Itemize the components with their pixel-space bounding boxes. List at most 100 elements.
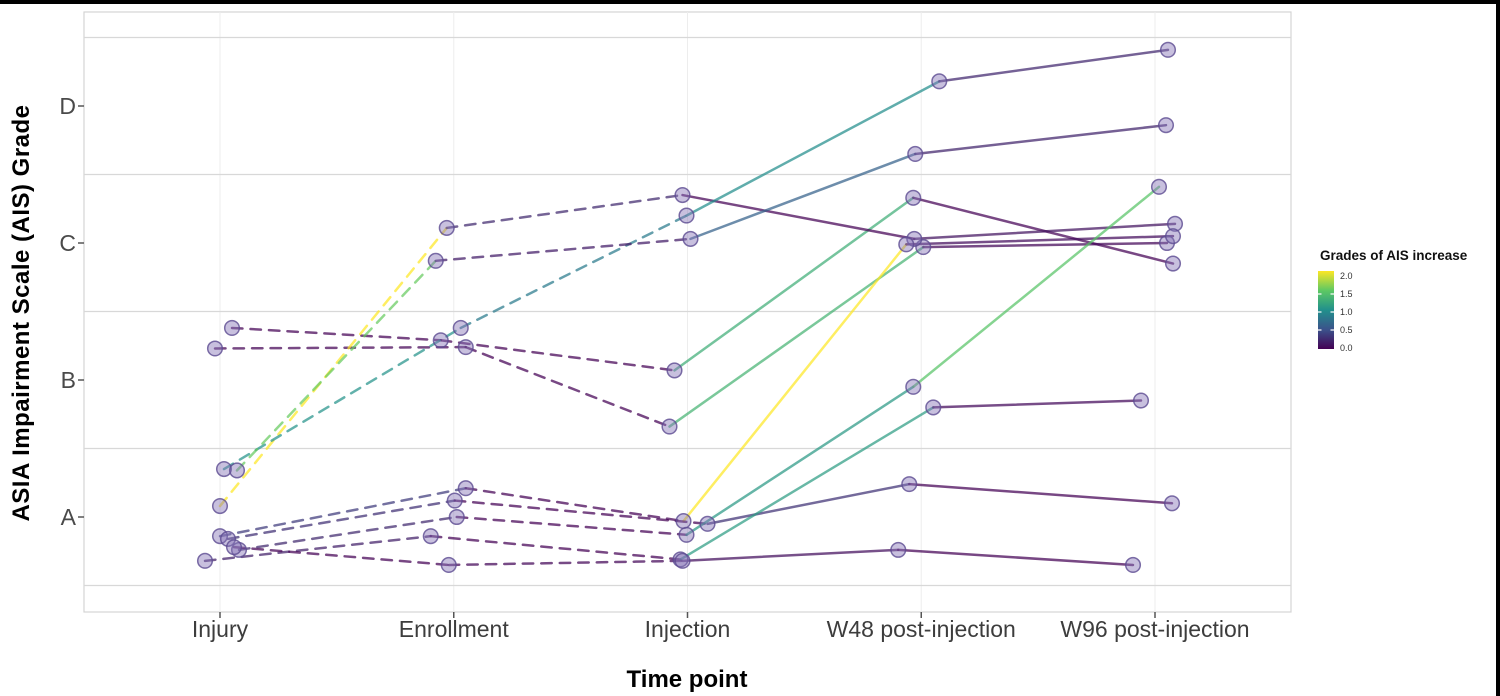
trajectory-segment: [908, 482, 1174, 505]
x-axis-title: Time point: [626, 666, 748, 693]
y-axis-title: ASIA Impairment Scale (AIS) Grade: [8, 104, 35, 522]
legend-title: Grades of AIS increase: [1320, 248, 1468, 263]
data-point: [448, 508, 465, 526]
data-point: [674, 187, 691, 204]
data-point: [228, 462, 246, 479]
trajectory-segment: [914, 123, 1168, 156]
trajectory-segment: [913, 222, 1177, 241]
data-point: [661, 418, 678, 435]
legend-colorbar: [1318, 271, 1334, 349]
data-point: [925, 399, 942, 416]
data-point: [1150, 178, 1168, 195]
trajectory-segment: [429, 534, 682, 561]
data-point: [906, 230, 923, 247]
data-point: [457, 480, 474, 497]
data-point: [1164, 255, 1182, 272]
data-point: [674, 552, 691, 569]
trajectory-segment: [682, 243, 908, 523]
legend-tick-label: 1.5: [1340, 289, 1353, 299]
trajectory-segment: [938, 48, 1170, 83]
trajectory-segment: [932, 399, 1143, 409]
trajectory-segment: [237, 515, 458, 552]
data-point: [219, 530, 237, 547]
data-point: [1132, 392, 1150, 409]
trajectory-segment: [689, 152, 917, 241]
data-point: [438, 219, 455, 236]
x-tick-label: W48 post-injection: [826, 616, 1016, 642]
data-point: [890, 541, 907, 558]
trajectory-plot-canvas: [78, 11, 1334, 618]
trajectory-segment: [912, 185, 1161, 389]
data-point: [682, 230, 699, 247]
legend-tick-label: 0.5: [1340, 325, 1353, 335]
data-point: [905, 378, 922, 395]
trajectory-segment: [235, 259, 437, 472]
data-point: [898, 236, 915, 253]
legend-tick-label: 0.0: [1340, 343, 1353, 353]
trajectory-segment: [459, 214, 688, 330]
data-point: [211, 497, 229, 515]
data-point: [452, 319, 469, 336]
data-point: [666, 362, 683, 379]
legend-tick-label: 2.0: [1340, 271, 1353, 281]
trajectory-segment: [230, 326, 442, 342]
data-point: [675, 513, 692, 530]
data-point: [678, 207, 695, 224]
y-tick-label: A: [60, 504, 76, 530]
trajectory-segment: [464, 486, 685, 523]
data-point: [225, 539, 243, 556]
data-point: [931, 73, 948, 90]
trajectory-segment: [213, 345, 467, 350]
data-point: [678, 526, 695, 543]
trajectory-segment: [455, 515, 688, 537]
trajectory-segment: [439, 339, 676, 372]
x-tick-label: Enrollment: [398, 616, 509, 642]
data-point: [1124, 556, 1142, 574]
trajectory-segment: [447, 559, 684, 567]
trajectory-segment: [681, 548, 900, 563]
trajectory-segment: [897, 548, 1135, 567]
data-point: [440, 556, 457, 574]
legend-tick-label: 1.0: [1340, 307, 1353, 317]
data-point: [446, 492, 463, 509]
trajectory-segment: [905, 234, 1175, 246]
trajectory-segment: [453, 499, 709, 526]
data-point: [905, 189, 922, 206]
x-tick-label: W96 post-injection: [1060, 616, 1250, 642]
trajectory-segment: [222, 326, 462, 471]
trajectory-segment: [445, 193, 684, 230]
data-point: [699, 515, 716, 532]
data-point: [422, 528, 439, 545]
x-tick-label: Injection: [644, 616, 731, 642]
trajectory-segment: [232, 545, 450, 567]
data-point: [457, 339, 474, 356]
trajectory-segment: [922, 241, 1169, 249]
trajectory-segment: [673, 196, 915, 372]
trajectory-segment: [464, 345, 671, 428]
data-point: [1163, 495, 1181, 512]
trajectory-segment: [679, 406, 935, 561]
data-point: [206, 340, 224, 357]
x-tick-label: Injury: [191, 616, 249, 642]
trajectory-segment: [681, 193, 916, 241]
trajectory-segment: [706, 482, 911, 526]
trajectory-segment: [685, 385, 915, 537]
data-point: [223, 319, 241, 336]
y-tick-label: B: [60, 367, 76, 393]
trajectory-segment: [218, 486, 467, 538]
data-point: [432, 332, 449, 349]
data-point: [215, 461, 233, 478]
trajectory-segment: [434, 237, 692, 263]
y-tick-label: D: [59, 93, 76, 119]
data-point: [1159, 41, 1177, 58]
data-point: [1166, 215, 1184, 232]
data-point: [427, 252, 444, 269]
data-point: [1157, 117, 1175, 134]
data-point: [1164, 228, 1182, 245]
y-tick-label: C: [59, 230, 76, 256]
trajectory-segment: [226, 499, 456, 541]
data-point: [901, 476, 918, 493]
trajectory-segment: [218, 226, 448, 508]
data-point: [907, 145, 924, 162]
